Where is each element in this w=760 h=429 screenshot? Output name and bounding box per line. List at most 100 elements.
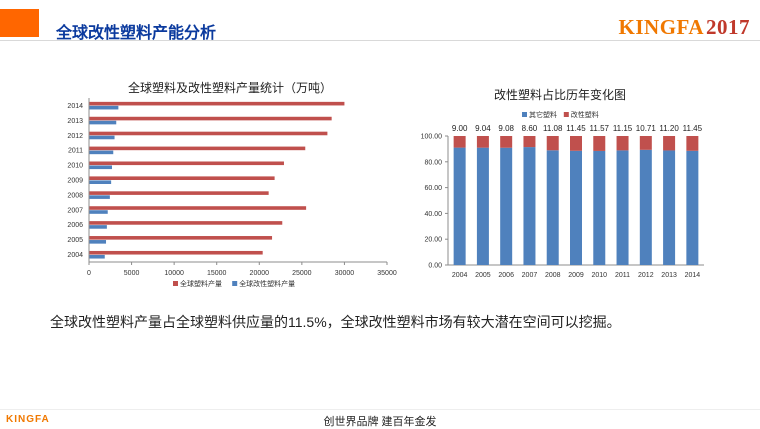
data-label-2014: 11.45	[683, 124, 703, 133]
bar-world-plastic-2012	[89, 131, 328, 136]
header-divider	[0, 40, 760, 41]
bar-modified-plastic-2014	[89, 105, 119, 110]
y-tick-label-20.00: 20.00	[424, 237, 442, 244]
bar-other-plastic-2008	[546, 150, 559, 265]
footer-slogan: 创世界品牌 建百年金发	[323, 416, 437, 428]
bar-world-plastic-2007	[89, 206, 307, 210]
bar-modified-plastic-2007	[523, 136, 536, 148]
bar-world-plastic-2005	[89, 236, 273, 240]
y-tick-label-2004: 2004	[67, 252, 83, 259]
data-label-2013: 11.20	[659, 124, 679, 133]
brand-logo: KINGFA2017	[619, 15, 750, 40]
summary-text: 全球改性塑料产量占全球塑料供应量的11.5%，全球改性塑料市场有较大潜在空间可以…	[50, 314, 621, 330]
footer-divider	[0, 409, 760, 410]
x-tick-label-30000: 30000	[335, 270, 355, 277]
chart-title: 改性塑料占比历年变化图	[494, 87, 626, 102]
bar-modified-plastic-2009	[89, 180, 112, 184]
bar-other-plastic-2005	[476, 147, 489, 265]
data-label-2010: 11.57	[590, 124, 610, 133]
data-label-2006: 9.08	[498, 124, 514, 133]
legend-label-1: 改性塑料	[571, 110, 599, 119]
x-tick-label-2007: 2007	[522, 272, 538, 279]
legend-swatch-1	[563, 112, 569, 117]
bar-world-plastic-2013	[89, 116, 332, 121]
x-tick-label-20000: 20000	[250, 270, 270, 277]
data-label-2007: 8.60	[522, 124, 538, 133]
data-label-2005: 9.04	[475, 124, 491, 133]
x-tick-label-2005: 2005	[475, 272, 491, 279]
bar-modified-plastic-2008	[546, 136, 559, 151]
bar-modified-plastic-2004	[89, 254, 105, 259]
x-tick-label-2013: 2013	[661, 272, 677, 279]
data-label-2009: 11.45	[566, 124, 586, 133]
y-tick-label-2005: 2005	[67, 237, 83, 244]
bar-other-plastic-2012	[639, 149, 652, 265]
x-tick-label-2014: 2014	[685, 272, 701, 279]
bar-modified-plastic-2007	[89, 210, 108, 214]
bar-other-plastic-2004	[453, 147, 466, 265]
y-tick-label-2008: 2008	[67, 192, 83, 199]
bar-modified-plastic-2013	[89, 120, 117, 125]
y-tick-label-2009: 2009	[67, 178, 83, 185]
x-tick-label-35000: 35000	[377, 270, 397, 277]
bar-modified-plastic-2012	[89, 135, 115, 140]
legend-label-1: 全球改性塑料产量	[239, 279, 295, 288]
data-label-2012: 10.71	[636, 124, 657, 133]
y-tick-label-0.00: 0.00	[428, 263, 442, 270]
bar-other-plastic-2009	[570, 150, 582, 265]
data-label-2011: 11.15	[613, 124, 633, 133]
x-tick-label-10000: 10000	[164, 270, 184, 277]
legend-swatch-0	[173, 281, 178, 286]
bar-modified-plastic-2011	[89, 150, 114, 155]
bar-modified-plastic-2012	[639, 136, 652, 150]
y-tick-label-60.00: 60.00	[424, 185, 442, 192]
y-tick-label-2013: 2013	[67, 118, 83, 125]
bar-modified-plastic-2005	[89, 240, 107, 244]
x-tick-label-2006: 2006	[498, 272, 514, 279]
bar-modified-plastic-2010	[89, 165, 112, 170]
bar-modified-plastic-2010	[593, 136, 606, 151]
bar-world-plastic-2010	[89, 161, 284, 166]
header-accent-block	[0, 9, 39, 37]
page-title: 全球改性塑料产能分析	[56, 25, 217, 42]
y-tick-label-80.00: 80.00	[424, 159, 442, 166]
bar-other-plastic-2014	[686, 150, 699, 265]
y-tick-label-2007: 2007	[67, 207, 83, 214]
x-tick-label-2011: 2011	[615, 272, 630, 279]
brand-name: KINGFA	[618, 15, 704, 39]
y-tick-label-40.00: 40.00	[424, 211, 442, 218]
bar-other-plastic-2006	[500, 147, 513, 265]
bar-modified-plastic-2014	[686, 136, 699, 151]
bar-world-plastic-2004	[89, 250, 263, 255]
y-tick-label-100.00: 100.00	[421, 134, 443, 141]
x-tick-label-5000: 5000	[124, 270, 140, 277]
bar-world-plastic-2011	[89, 146, 306, 151]
x-tick-label-2004: 2004	[452, 272, 468, 279]
y-tick-label-2014: 2014	[67, 103, 83, 110]
x-tick-label-2009: 2009	[568, 272, 584, 279]
y-tick-label-2006: 2006	[67, 222, 83, 229]
bar-modified-plastic-2009	[570, 136, 582, 151]
bar-modified-plastic-2008	[89, 195, 110, 199]
production-bar-chart: 全球塑料及改性塑料产量统计（万吨） 2004 2005 2006 2007 2008 200…	[67, 80, 397, 288]
bar-modified-plastic-2013	[663, 136, 676, 151]
chart-title: 全球塑料及改性塑料产量统计（万吨）	[128, 80, 332, 95]
y-tick-label-2010: 2010	[67, 163, 83, 170]
y-tick-label-2011: 2011	[68, 148, 83, 155]
bar-world-plastic-2014	[89, 101, 345, 106]
bar-world-plastic-2009	[89, 176, 275, 180]
bar-modified-plastic-2011	[616, 136, 629, 151]
data-label-2008: 11.08	[543, 124, 563, 133]
bar-other-plastic-2007	[523, 147, 536, 265]
x-tick-label-15000: 15000	[207, 270, 227, 277]
bar-modified-plastic-2006	[89, 225, 107, 229]
bar-other-plastic-2013	[663, 150, 676, 265]
bar-world-plastic-2006	[89, 221, 283, 225]
bar-other-plastic-2010	[593, 150, 606, 265]
bar-world-plastic-2008	[89, 191, 269, 195]
footer-logo: KINGFA	[6, 414, 50, 425]
bar-modified-plastic-2006	[500, 136, 513, 148]
legend-swatch-0	[522, 112, 527, 117]
bar-modified-plastic-2005	[476, 136, 489, 148]
legend-label-0: 其它塑料	[529, 110, 557, 119]
